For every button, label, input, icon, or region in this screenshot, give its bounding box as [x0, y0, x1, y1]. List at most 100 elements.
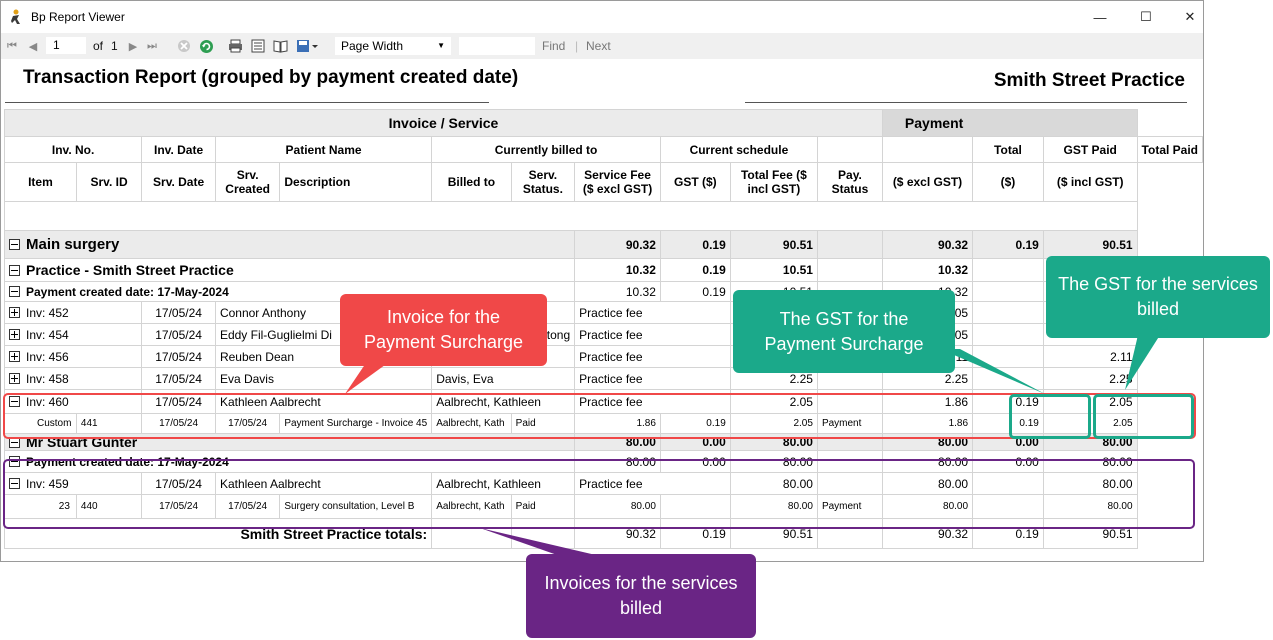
header-total-paid: Total Paid: [1136, 136, 1203, 163]
header-service-fee: Service Fee ($ excl GST): [574, 162, 661, 202]
inv-patient: Eva Davis: [214, 367, 433, 390]
pointer-invoices-services: [480, 528, 600, 556]
header-srv-created: Srv. Created: [214, 162, 281, 202]
group-practice-label: Practice - Smith Street Practice: [3, 258, 576, 282]
inv-billed: Davis, Eva: [431, 367, 576, 390]
group-main-surgery-label: Main surgery: [3, 230, 576, 259]
main-surgery-blank: [816, 230, 883, 259]
title-divider: [5, 102, 489, 103]
of-label: of: [93, 39, 104, 53]
srv-date: 17/05/24: [141, 494, 216, 519]
callout-invoice-surcharge: Invoice for the Payment Surcharge: [340, 294, 547, 366]
header-invoice-service: Invoice / Service: [4, 109, 883, 137]
collapse-icon[interactable]: [9, 285, 20, 297]
inv-number: Inv: 456: [3, 345, 143, 368]
print-layout-icon[interactable]: [250, 38, 266, 54]
zoom-select[interactable]: Page Width ▼: [335, 37, 451, 55]
print-icon[interactable]: [227, 38, 243, 54]
header-gst-dollar: ($): [972, 162, 1044, 202]
totals-total: 90.32: [881, 518, 974, 549]
expand-icon[interactable]: [9, 372, 20, 384]
collapse-icon[interactable]: [9, 477, 20, 489]
totals-gst: 0.19: [659, 518, 731, 549]
inv-total-paid: 2.25: [1042, 367, 1138, 390]
practice-fee: 10.32: [574, 258, 661, 282]
expand-icon[interactable]: [9, 328, 20, 340]
main-surgery-total: 90.32: [881, 230, 974, 259]
service-row-440[interactable]: 23 440 17/05/24 17/05/24 Surgery consult…: [4, 494, 1203, 519]
report-viewer-window: Bp Report Viewer — ☐ ✕ ⏮ ◀ 1 of 1 ▶ ⏭ Pa…: [0, 0, 1204, 562]
next-button[interactable]: Next: [586, 39, 611, 53]
zoom-value: Page Width: [341, 39, 404, 53]
header-row-2: Item Srv. ID Srv. Date Srv. Created Desc…: [4, 162, 1203, 202]
last-page-icon[interactable]: ⏭: [147, 39, 157, 52]
srv-pay-status: Payment: [816, 494, 883, 519]
header-total-excl: ($ excl GST): [881, 162, 974, 202]
header-description: Description: [279, 162, 433, 202]
group-practice: Practice - Smith Street Practice 10.32 0…: [3, 258, 1203, 282]
srv-gst: [659, 494, 731, 519]
callout-gst-services: The GST for the services billed: [1046, 256, 1270, 338]
expand-icon[interactable]: [9, 350, 20, 362]
first-page-icon[interactable]: ⏮: [7, 39, 17, 52]
toolbar-divider: |: [575, 39, 579, 53]
inv-date: 17/05/24: [141, 367, 216, 390]
spacer-row: [4, 201, 1203, 231]
header-blank-1: [816, 136, 883, 163]
header-serv-status: Serv. Status.: [510, 162, 576, 202]
window-title: Bp Report Viewer: [31, 10, 125, 24]
collapse-icon[interactable]: [9, 455, 20, 467]
totals-fee: 90.32: [574, 518, 661, 549]
title-bar: Bp Report Viewer — ☐ ✕: [1, 1, 1203, 33]
refresh-icon[interactable]: [198, 38, 214, 54]
inv-number: Inv: 452: [3, 301, 143, 324]
group-main-surgery: Main surgery 90.32 0.19 90.51 90.32 0.19…: [3, 230, 1203, 259]
next-page-icon[interactable]: ▶: [128, 40, 138, 53]
expand-icon[interactable]: [9, 306, 20, 318]
stop-icon[interactable]: [176, 38, 192, 54]
export-icon[interactable]: [295, 38, 319, 54]
totals-blank-1: [431, 518, 512, 549]
totals-gst-paid: 0.19: [972, 518, 1044, 549]
header-current-schedule: Current schedule: [659, 136, 818, 163]
collapse-icon[interactable]: [9, 395, 20, 407]
collapse-icon[interactable]: [9, 265, 20, 276]
spacer-cell: [4, 201, 1138, 231]
main-surgery-gst: 0.19: [659, 230, 731, 259]
header-row-1: Inv. No. Inv. Date Patient Name Currentl…: [3, 136, 1203, 163]
highlight-surcharge-invoice: [3, 393, 1196, 439]
main-surgery-total-fee: 90.51: [729, 230, 818, 259]
header-currently-billed-to: Currently billed to: [431, 136, 661, 163]
collapse-icon[interactable]: [9, 239, 20, 250]
totals-total-fee: 90.51: [729, 518, 818, 549]
header-srv-date: Srv. Date: [141, 162, 216, 202]
page-setup-icon[interactable]: [272, 38, 288, 54]
minimize-button[interactable]: —: [1093, 9, 1107, 25]
pointer-gst-surcharge: [940, 349, 1045, 394]
toolbar: ⏮ ◀ 1 of 1 ▶ ⏭ Page Width ▼ Find | Next: [1, 33, 1203, 60]
pointer-gst-services: [1125, 335, 1160, 390]
callout-gst-surcharge: The GST for the Payment Surcharge: [733, 290, 955, 373]
report-practice-name: Smith Street Practice: [993, 70, 1185, 91]
header-inv-no: Inv. No.: [3, 136, 143, 163]
app-logo-icon: [11, 9, 20, 24]
invoice-row-459[interactable]: Inv: 459 17/05/24 Kathleen Aalbrecht Aal…: [3, 472, 1203, 495]
srv-total-paid: 80.00: [1042, 494, 1138, 519]
header-billed-to: Billed to: [431, 162, 512, 202]
group-date-2: Payment created date: 17-May-2024 80.00 …: [3, 450, 1203, 473]
practice-divider: [745, 102, 1187, 103]
practice-gst: 0.19: [659, 258, 731, 282]
page-number-input[interactable]: 1: [46, 37, 86, 54]
inv-date: 17/05/24: [141, 323, 216, 346]
maximize-button[interactable]: ☐: [1140, 9, 1152, 24]
srv-status: Paid: [510, 494, 576, 519]
highlight-gst-services: [1093, 394, 1194, 439]
close-button[interactable]: ✕: [1184, 9, 1196, 24]
highlight-gst-surcharge: [1009, 394, 1091, 439]
find-input[interactable]: [459, 37, 535, 55]
practice-blank: [816, 258, 883, 282]
previous-page-icon[interactable]: ◀: [28, 40, 38, 53]
main-surgery-gst-paid: 0.19: [972, 230, 1044, 259]
report-page: Transaction Report (grouped by payment c…: [1, 59, 1203, 561]
find-button[interactable]: Find: [542, 39, 566, 53]
